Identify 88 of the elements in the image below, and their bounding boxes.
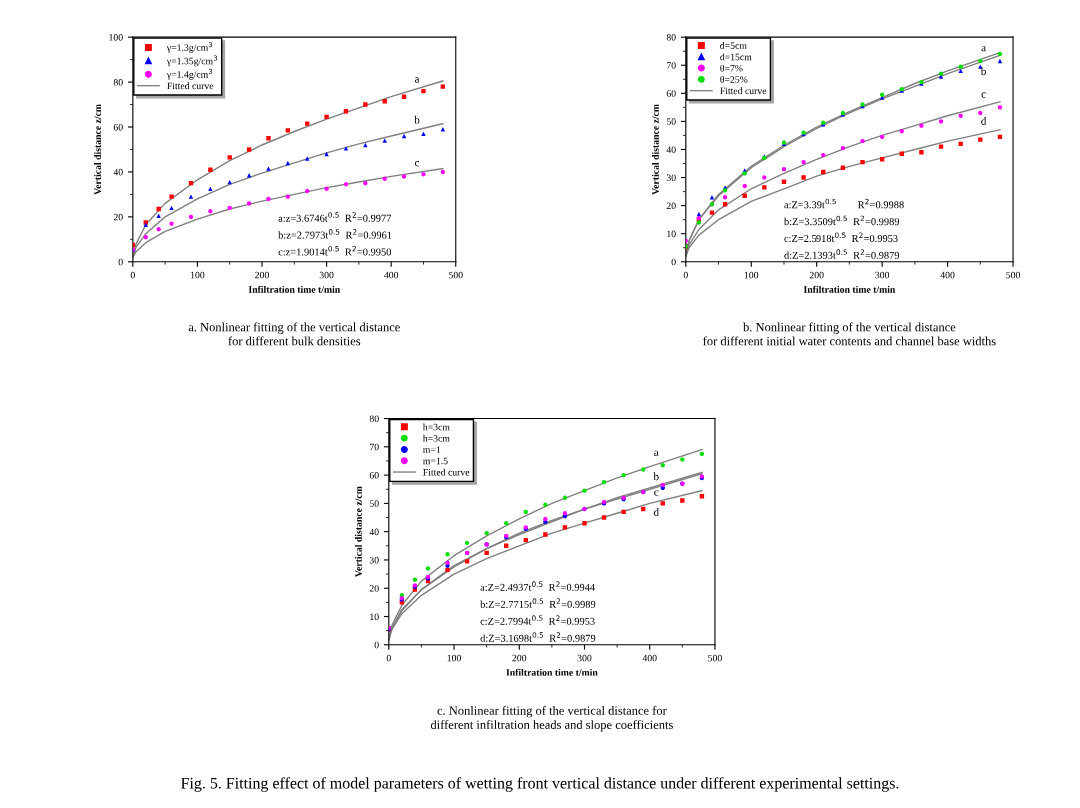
legend-label: γ=1.35g/cm$^{3}$ bbox=[166, 55, 217, 67]
annotation: b:Z=2.7715t$^{0.5}$ R$^{2}$=0.9989 bbox=[480, 598, 596, 608]
y-tick-label: 10 bbox=[370, 613, 379, 620]
x-tick-label: 400 bbox=[384, 271, 399, 279]
x-tick-label: 100 bbox=[190, 271, 205, 279]
x-tick-label: 300 bbox=[577, 654, 592, 662]
x-axis-title: Infiltration time t/min bbox=[506, 668, 598, 676]
annotation: a bbox=[414, 77, 420, 83]
y-tick-label: 100 bbox=[109, 34, 123, 41]
y-tick-label: 50 bbox=[369, 500, 379, 507]
legend-label: m=1 bbox=[423, 446, 441, 453]
annotation: a bbox=[981, 45, 986, 52]
y-tick-label: 80 bbox=[369, 415, 379, 423]
y-tick-label: 70 bbox=[370, 443, 379, 451]
x-tick-label: 100 bbox=[447, 654, 461, 662]
y-tick-label: 40 bbox=[113, 168, 123, 176]
x-tick-label: 200 bbox=[255, 271, 269, 279]
annotation: b:Z=3.3509t$^{0.5}$ R$^{2}$=0.9989 bbox=[783, 215, 900, 226]
x-tick-label: 0 bbox=[130, 271, 135, 279]
x-tick-label: 0 bbox=[683, 271, 688, 279]
legend-label: h=3cm bbox=[422, 434, 450, 442]
y-tick-label: 30 bbox=[666, 174, 676, 182]
x-tick-label: 100 bbox=[744, 271, 759, 279]
annotation: d bbox=[653, 508, 659, 516]
y-tick-label: 10 bbox=[667, 230, 676, 238]
annotation: d:Z=3.1698t$^{0.5}$ R$^{2}$=0.9879 bbox=[480, 632, 596, 642]
text: a. Nonlinear fitting of the vertical distance for different bulk densities bbox=[188, 322, 400, 346]
annotation: b bbox=[980, 67, 986, 76]
legend-label: h=3cm bbox=[422, 423, 450, 431]
x-tick-label: 300 bbox=[319, 271, 334, 279]
y-tick-label: 40 bbox=[666, 146, 676, 153]
y-axis-title: Vertical distance z/cm bbox=[651, 104, 659, 195]
x-tick-label: 300 bbox=[875, 271, 890, 279]
x-tick-label: 500 bbox=[1006, 271, 1020, 279]
annotation: c:Z=2.7994t$^{0.5}$ R$^{2}$=0.9953 bbox=[480, 615, 595, 625]
x-tick-label: 400 bbox=[642, 654, 657, 662]
y-tick-label: 80 bbox=[666, 34, 676, 41]
x-tick-label: 500 bbox=[708, 654, 722, 662]
text: b. Nonlinear fitting of the vertical distance for different initial water contents and channel base widths bbox=[703, 322, 996, 346]
y-tick-label: 0 bbox=[671, 258, 676, 266]
legend-label: m=1.5 bbox=[423, 457, 448, 465]
annotation: c bbox=[654, 490, 659, 496]
x-tick-label: 0 bbox=[386, 654, 391, 662]
x-tick-label: 200 bbox=[512, 654, 527, 662]
legend-label: d=5cm bbox=[720, 42, 747, 49]
y-tick-label: 70 bbox=[667, 62, 676, 69]
x-tick-label: 500 bbox=[449, 271, 463, 279]
text: a:Z=3.39t$^{0.5}$ R$^{2}$=0.9988 bbox=[784, 198, 904, 209]
annotation: c:z=1.9014t$^{0.5}$ R$^{2}$=0.9950 bbox=[278, 245, 391, 256]
legend-label: γ=1.4g/cm$^{3}$ bbox=[166, 68, 213, 80]
annotation: c bbox=[414, 160, 420, 167]
legend-label: θ=7% bbox=[720, 64, 743, 72]
annotation: d bbox=[981, 117, 987, 125]
y-tick-label: 20 bbox=[113, 213, 123, 221]
annotation: d:Z=2.1393t$^{0.5}$ R$^{2}$=0.9879 bbox=[784, 249, 900, 259]
y-tick-label: 20 bbox=[369, 585, 379, 592]
annotation: b bbox=[653, 472, 659, 481]
y-tick-label: 50 bbox=[666, 118, 676, 125]
legend-label: Fitted curve bbox=[423, 468, 470, 476]
y-axis-title: Vertical distance z/cm bbox=[354, 486, 362, 578]
y-tick-label: 0 bbox=[118, 258, 123, 266]
text: c. Nonlinear fitting of the vertical distance for different infiltration heads and slope coefficients bbox=[430, 705, 673, 732]
legend-label: θ=25% bbox=[720, 75, 748, 83]
x-tick-label: 400 bbox=[940, 271, 955, 279]
annotation: a bbox=[654, 450, 659, 456]
text: Fig. 5. Fitting effect of model parameters of wetting front vertical distance under different experimental settings. bbox=[181, 777, 899, 792]
y-tick-label: 20 bbox=[666, 202, 676, 210]
legend-label: γ=1.3g/cm$^{3}$ bbox=[166, 42, 213, 53]
x-axis-title: Infiltration time t/min bbox=[248, 285, 341, 293]
annotation: a:Z=2.4937t$^{0.5}$ R$^{2}$=0.9944 bbox=[480, 581, 595, 591]
y-tick-label: 60 bbox=[113, 123, 123, 131]
annotation: c bbox=[981, 92, 986, 98]
legend-label: Fitted curve bbox=[167, 82, 214, 90]
x-tick-label: 200 bbox=[809, 271, 824, 279]
annotation: b bbox=[414, 115, 420, 124]
annotation: a:z=3.6746t$^{0.5}$ R$^{2}$=0.9977 bbox=[278, 212, 392, 222]
y-tick-label: 40 bbox=[369, 528, 379, 536]
y-tick-label: 60 bbox=[666, 90, 676, 97]
y-tick-label: 60 bbox=[369, 472, 379, 479]
y-axis-title: Vertical distance z/cm bbox=[94, 104, 102, 195]
annotation: c:Z=2.5918t$^{0.5}$ R$^{2}$=0.9953 bbox=[784, 232, 898, 243]
y-tick-label: 0 bbox=[374, 641, 379, 649]
y-tick-label: 30 bbox=[369, 556, 379, 564]
legend-label: d=15cm bbox=[720, 53, 752, 61]
annotation: b:z=2.7973t$^{0.5}$ R$^{2}$=0.9961 bbox=[278, 229, 392, 239]
legend-label: Fitted curve bbox=[720, 87, 767, 95]
x-axis-title: Infiltration time t/min bbox=[803, 285, 896, 293]
y-tick-label: 80 bbox=[113, 79, 123, 86]
